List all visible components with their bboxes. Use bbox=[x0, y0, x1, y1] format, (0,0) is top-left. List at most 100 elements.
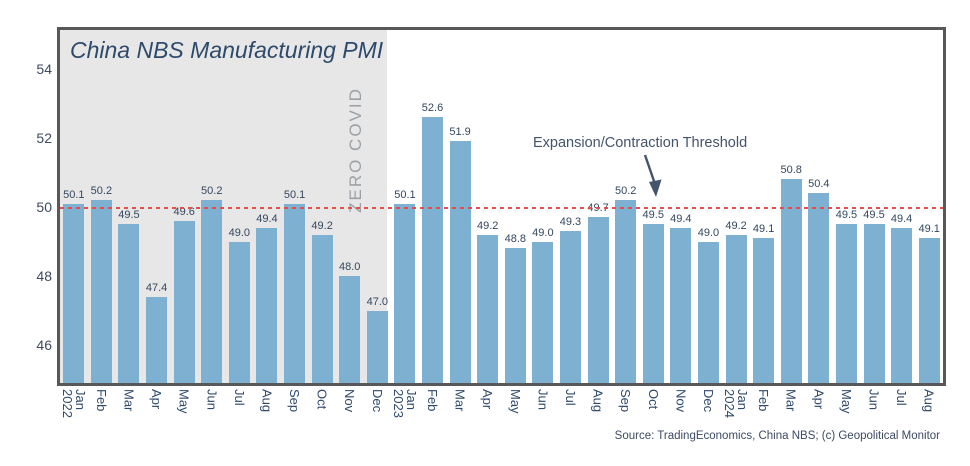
x-tick-label: May bbox=[838, 389, 854, 414]
bar-slot: 47.4 bbox=[143, 30, 171, 383]
x-tick: Feb bbox=[750, 389, 778, 418]
bar bbox=[394, 204, 416, 383]
bar-slot: 52.6 bbox=[419, 30, 447, 383]
bar bbox=[863, 224, 885, 383]
x-tick-label: Jul bbox=[894, 389, 910, 406]
bar-slot: 49.2 bbox=[308, 30, 336, 383]
x-tick: Nov bbox=[336, 389, 364, 418]
bar-value-label: 50.2 bbox=[90, 185, 113, 197]
x-tick-label: Apr bbox=[480, 389, 496, 410]
bar bbox=[670, 228, 692, 383]
bar bbox=[891, 228, 913, 383]
x-tick: May bbox=[833, 389, 861, 418]
x-tick: Apr bbox=[143, 389, 171, 418]
x-tick: Oct bbox=[639, 389, 667, 418]
bar-value-label: 50.1 bbox=[63, 189, 85, 201]
bar-value-label: 49.2 bbox=[476, 220, 499, 232]
bar-value-label: 51.9 bbox=[449, 126, 471, 138]
source-credit: Source: TradingEconomics, China NBS; (c)… bbox=[614, 430, 940, 442]
bar-slot: 49.2 bbox=[474, 30, 502, 383]
x-tick: Nov bbox=[667, 389, 695, 418]
bar bbox=[449, 141, 471, 383]
bar-value-label: 47.4 bbox=[145, 282, 168, 294]
x-tick-label: May bbox=[507, 389, 523, 414]
bar-slot: 49.5 bbox=[115, 30, 143, 383]
bar-slot: 51.9 bbox=[446, 30, 474, 383]
bar-value-label: 49.1 bbox=[918, 223, 940, 235]
bar-slot: 50.2 bbox=[198, 30, 226, 383]
bar-slot: 48.8 bbox=[502, 30, 530, 383]
x-tick-label: Aug bbox=[921, 389, 937, 413]
x-tick-label: Jun bbox=[204, 389, 220, 410]
x-tick-label: Jan 2023 bbox=[390, 389, 419, 418]
x-axis-labels: Jan 2022 Feb Mar Apr May Jun Jul Aug Sep Oct Nov Dec… bbox=[60, 389, 943, 418]
bar-value-label: 49.5 bbox=[835, 209, 858, 221]
y-tick-label: 48 bbox=[36, 268, 52, 284]
x-tick-label: Jan 2022 bbox=[59, 389, 88, 418]
x-tick-label: Sep bbox=[287, 389, 303, 413]
bar-slot: 49.4 bbox=[253, 30, 281, 383]
bar bbox=[422, 117, 444, 383]
x-tick: Jul bbox=[226, 389, 254, 418]
bar-slot: 48.0 bbox=[336, 30, 364, 383]
chart-title: China NBS Manufacturing PMI bbox=[70, 37, 384, 63]
x-tick: Mar bbox=[777, 389, 805, 418]
y-tick-label: 50 bbox=[36, 199, 52, 215]
bar bbox=[256, 228, 278, 383]
bar-value-label: 49.1 bbox=[752, 223, 775, 235]
bar-slot: 49.1 bbox=[915, 30, 943, 383]
bar-slot: 49.4 bbox=[888, 30, 916, 383]
x-tick-label: Feb bbox=[93, 389, 109, 412]
bar bbox=[477, 235, 499, 383]
x-tick: Aug bbox=[584, 389, 612, 418]
x-tick: Feb bbox=[88, 389, 116, 418]
bar bbox=[201, 200, 223, 383]
bar-value-label: 49.5 bbox=[642, 209, 664, 221]
x-tick: Mar bbox=[446, 389, 474, 418]
x-tick: Apr bbox=[474, 389, 502, 418]
bar bbox=[559, 231, 581, 383]
bar-slot: 49.5 bbox=[860, 30, 888, 383]
bar-value-label: 52.6 bbox=[421, 102, 444, 114]
x-tick-label: Apr bbox=[149, 389, 165, 410]
x-tick: Jan 2024 bbox=[722, 389, 750, 418]
bar-value-label: 49.4 bbox=[670, 213, 692, 225]
bar-value-label: 49.4 bbox=[890, 213, 913, 225]
x-tick: Dec bbox=[695, 389, 723, 418]
bar bbox=[587, 217, 609, 383]
x-tick: Mar bbox=[115, 389, 143, 418]
bar-value-label: 49.0 bbox=[228, 227, 251, 239]
bar bbox=[504, 248, 526, 383]
x-tick: Jan 2023 bbox=[391, 389, 419, 418]
bar-slot: 49.0 bbox=[529, 30, 557, 383]
x-tick: Aug bbox=[253, 389, 281, 418]
bar-slot: 49.5 bbox=[639, 30, 667, 383]
x-tick-label: Mar bbox=[452, 389, 468, 412]
x-tick-label: Aug bbox=[259, 389, 275, 413]
bar-slot: 49.3 bbox=[557, 30, 585, 383]
bar bbox=[173, 221, 195, 383]
x-tick-label: Jun bbox=[866, 389, 882, 410]
threshold-annotation-label: Expansion/Contraction Threshold bbox=[533, 135, 748, 151]
bar bbox=[366, 311, 388, 383]
y-tick-label: 46 bbox=[36, 337, 52, 353]
x-tick: Sep bbox=[612, 389, 640, 418]
bar bbox=[118, 224, 140, 383]
x-tick-label: Dec bbox=[700, 389, 716, 413]
bar-value-label: 50.4 bbox=[808, 178, 830, 190]
bars-container: 50.1 50.2 49.5 47.4 49.6 50.2 49.0 49.4 50.1 49.2… bbox=[60, 30, 943, 383]
bar-slot: 50.1 bbox=[281, 30, 309, 383]
x-tick: May bbox=[502, 389, 530, 418]
bar bbox=[753, 238, 775, 383]
bar-value-label: 48.0 bbox=[339, 261, 361, 273]
bar-slot: 50.8 bbox=[777, 30, 805, 383]
bar bbox=[339, 276, 361, 383]
bar-slot: 49.5 bbox=[833, 30, 861, 383]
x-tick-label: Oct bbox=[645, 389, 661, 410]
x-tick-label: Nov bbox=[342, 389, 358, 413]
bar-slot: 49.2 bbox=[722, 30, 750, 383]
bar-slot: 50.4 bbox=[805, 30, 833, 383]
bar-value-label: 49.4 bbox=[256, 213, 278, 225]
bar-value-label: 49.0 bbox=[697, 227, 720, 239]
bar bbox=[808, 193, 830, 383]
